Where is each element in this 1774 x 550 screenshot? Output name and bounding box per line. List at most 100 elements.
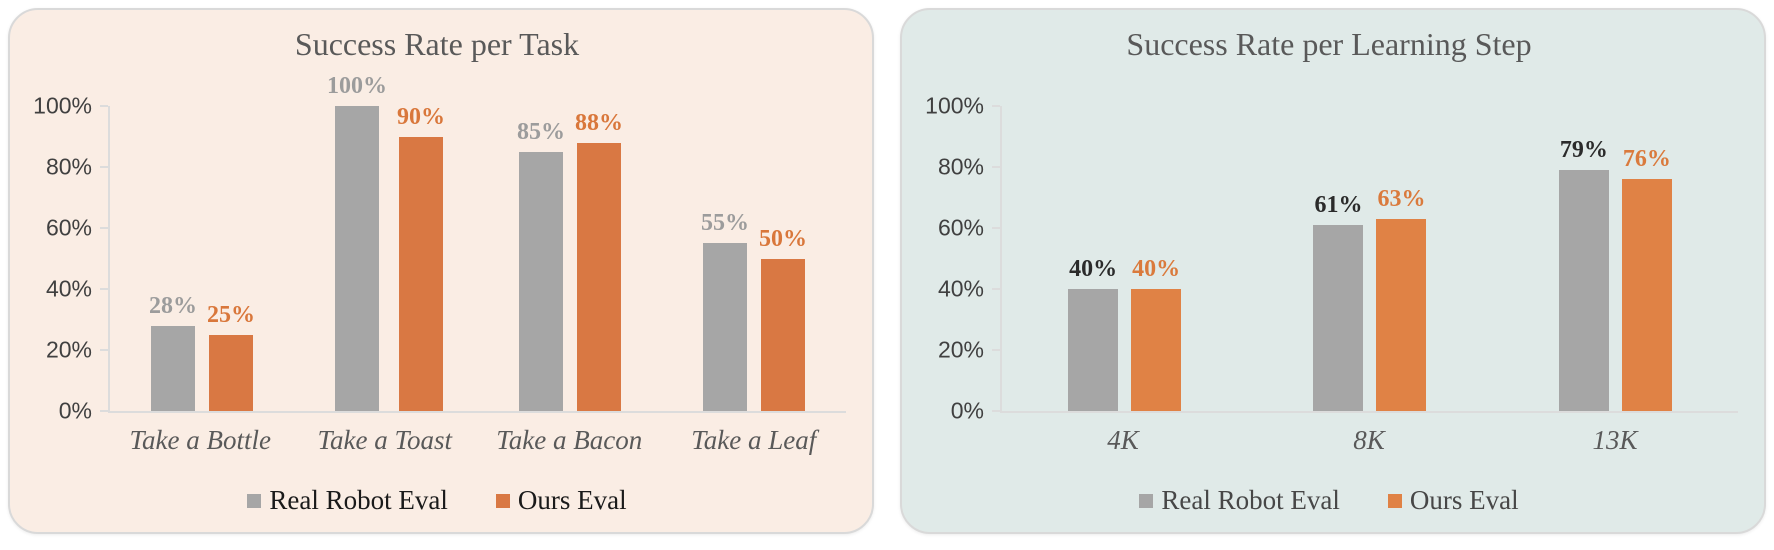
bar-real-robot-eval: [151, 325, 195, 411]
y-axis-tick: [992, 166, 1000, 168]
y-axis-tick: [992, 288, 1000, 290]
bar-value-label: 90%: [397, 103, 445, 130]
chart-card-learning-step: Success Rate per Learning Step 100% 80% …: [900, 8, 1766, 534]
x-axis-labels: Take a Bottle Take a Toast Take a Bacon …: [108, 425, 846, 469]
bar-real-robot-eval: [519, 151, 563, 411]
bar-group-13k: 79% 76%: [1493, 106, 1738, 411]
bar-column: 40%: [1131, 106, 1182, 411]
legend-swatch-ours: [495, 493, 510, 508]
plot-area: 40% 40% 61% 63%: [992, 105, 1738, 413]
y-tick-label: 40%: [937, 275, 984, 302]
chart-title: Success Rate per Task: [294, 26, 580, 62]
bar-column: 28%: [149, 106, 197, 411]
x-category-label: Take a Leaf: [691, 425, 817, 455]
y-tick-label: 0%: [58, 397, 92, 424]
bar-group-take-a-bacon: 85% 88%: [478, 106, 662, 411]
bar-column: 63%: [1376, 106, 1427, 411]
bar-column: 55%: [701, 106, 749, 411]
y-tick-label: 20%: [45, 336, 92, 363]
y-tick-label: 100%: [33, 92, 92, 119]
chart-area: 100% 80% 60% 40% 20% 0% 28%: [28, 73, 846, 424]
legend-item-ours-eval: Ours Eval: [1387, 485, 1519, 516]
y-axis-tick: [100, 227, 108, 229]
y-axis-tick: [100, 288, 108, 290]
legend: Real Robot Eval Ours Eval: [920, 485, 1738, 516]
y-axis-tick: [992, 105, 1000, 107]
plot-area: 28% 25% 100% 90%: [100, 73, 846, 413]
bar-group-8k: 61% 63%: [1247, 106, 1492, 411]
chart-title: Success Rate per Learning Step: [1126, 26, 1532, 62]
bar-ours-eval: [761, 258, 805, 411]
y-tick-label: 0%: [950, 397, 984, 424]
y-tick-label: 80%: [45, 153, 92, 180]
chart-area: 100% 80% 60% 40% 20% 0% 40%: [920, 93, 1738, 424]
legend-swatch-ours: [1387, 493, 1402, 508]
bar-value-label: 50%: [759, 225, 807, 252]
bar-ours-eval: [209, 334, 253, 411]
x-category-label: Take a Bottle: [129, 425, 272, 455]
bar-value-label: 25%: [207, 301, 255, 328]
bar-column: 85%: [517, 106, 565, 411]
y-tick-label: 40%: [45, 275, 92, 302]
bar-column: 90%: [397, 103, 445, 411]
y-axis-tick: [992, 227, 1000, 229]
x-category-label: 13K: [1592, 425, 1638, 455]
y-axis-tick: [100, 105, 108, 107]
bar-group-take-a-toast: 100% 90%: [294, 73, 478, 411]
legend-item-ours-eval: Ours Eval: [495, 485, 627, 516]
bar-column: 61%: [1313, 106, 1364, 411]
legend-label: Ours Eval: [1409, 485, 1519, 515]
y-axis-tick: [992, 410, 1000, 412]
bar-ours-eval: [1131, 289, 1182, 411]
chart-card-task: Success Rate per Task 100% 80% 60% 40% 2…: [8, 8, 874, 534]
bar-value-label: 40%: [1069, 256, 1118, 282]
x-axis-labels: 4K 8K 13K: [1000, 425, 1738, 469]
bar-real-robot-eval: [1558, 170, 1609, 411]
y-tick-label: 100%: [925, 92, 984, 119]
y-axis-tick: [100, 349, 108, 351]
bar-column: 50%: [759, 106, 807, 411]
bar-value-label: 63%: [1377, 185, 1426, 212]
bar-value-label: 85%: [517, 118, 565, 145]
bar-column: 40%: [1068, 106, 1119, 411]
y-tick-label: 60%: [45, 214, 92, 241]
bar-column: 79%: [1558, 106, 1609, 411]
bar-value-label: 40%: [1132, 256, 1181, 282]
bar-value-label: 61%: [1314, 191, 1363, 218]
bar-group-take-a-bottle: 28% 25%: [110, 106, 294, 411]
bar-group-take-a-leaf: 55% 50%: [662, 106, 846, 411]
x-category-label: 4K: [1107, 425, 1139, 455]
x-category-label: Take a Bacon: [496, 425, 643, 455]
bar-value-label: 28%: [149, 292, 197, 319]
x-category-label: Take a Toast: [317, 425, 453, 455]
legend-item-real-robot-eval: Real Robot Eval: [247, 485, 448, 516]
bar-ours-eval: [1376, 218, 1427, 411]
bar-value-label: 76%: [1622, 146, 1671, 173]
bar-column: 76%: [1621, 106, 1672, 411]
legend-swatch-real-robot: [1139, 493, 1154, 508]
y-axis-tick: [100, 166, 108, 168]
legend-label: Real Robot Eval: [1161, 485, 1340, 515]
y-tick-label: 60%: [937, 214, 984, 241]
bar-value-label: 79%: [1559, 137, 1608, 164]
bar-value-label: 88%: [575, 109, 623, 136]
bar-ours-eval: [399, 136, 443, 411]
y-axis: 100% 80% 60% 40% 20% 0%: [920, 93, 1000, 424]
bar-column: 88%: [575, 106, 623, 411]
bar-group-4k: 40% 40%: [1002, 106, 1247, 411]
legend: Real Robot Eval Ours Eval: [28, 485, 846, 516]
bar-real-robot-eval: [1068, 289, 1119, 411]
legend-label: Ours Eval: [517, 485, 627, 515]
bar-real-robot-eval: [703, 243, 747, 411]
bar-ours-eval: [1621, 179, 1672, 411]
y-axis-tick: [992, 349, 1000, 351]
legend-label: Real Robot Eval: [269, 485, 448, 515]
legend-item-real-robot-eval: Real Robot Eval: [1139, 485, 1340, 516]
bar-real-robot-eval: [335, 106, 379, 411]
bar-column: 100%: [327, 73, 387, 411]
bar-ours-eval: [577, 142, 621, 411]
bar-real-robot-eval: [1313, 224, 1364, 411]
bar-value-label: 100%: [327, 73, 387, 99]
y-axis: 100% 80% 60% 40% 20% 0%: [28, 93, 108, 424]
